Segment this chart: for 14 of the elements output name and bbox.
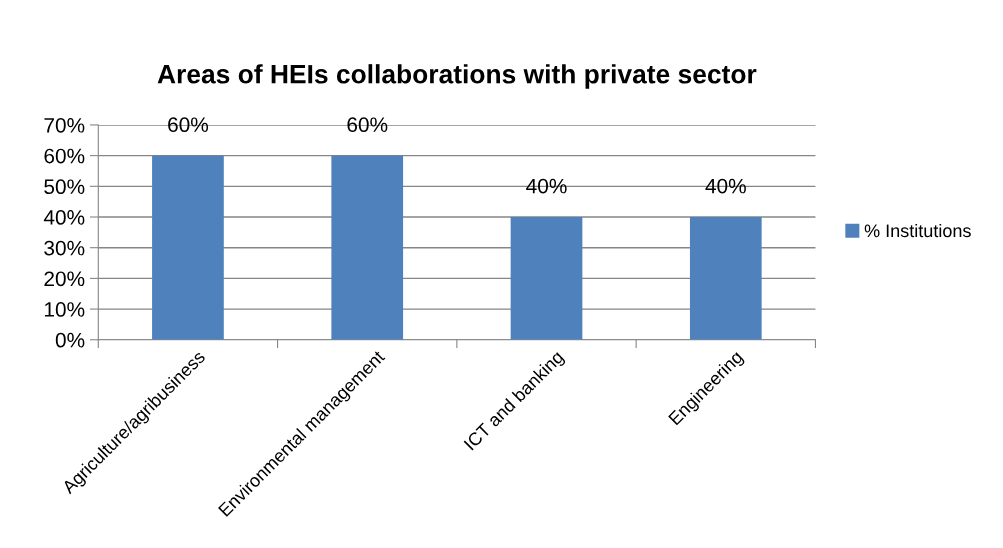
y-tick-label: 10%	[44, 302, 85, 317]
y-tick-label: 60%	[44, 148, 85, 164]
y-tick-label: 50%	[44, 179, 85, 195]
y-tick-label: 30%	[44, 240, 85, 256]
y-tick-label: 70%	[44, 117, 85, 133]
data-label: 40%	[705, 178, 746, 194]
data-label: 60%	[347, 117, 388, 133]
y-tick-label: 0%	[55, 332, 85, 348]
data-label: 40%	[526, 178, 567, 194]
data-label: 60%	[168, 117, 209, 133]
chart-title: Areas of HEIs collaborations with private sector	[157, 64, 757, 89]
y-tick-label: 20%	[44, 271, 85, 287]
legend-label: % Institutions	[864, 223, 971, 238]
y-tick-label: 40%	[43, 210, 85, 225]
